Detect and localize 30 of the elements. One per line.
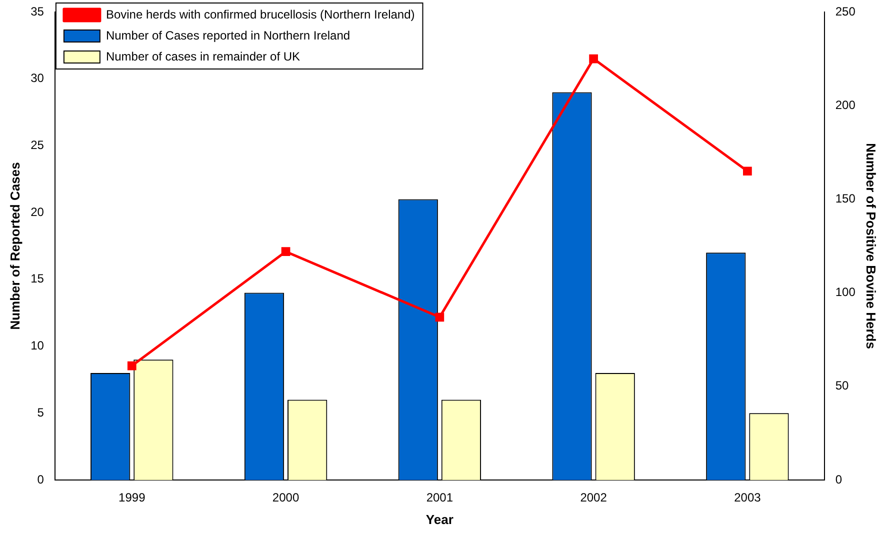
y2-tick-label: 0 xyxy=(835,472,842,486)
y2-tick-label: 250 xyxy=(835,4,856,18)
y-tick-label: 15 xyxy=(30,272,44,286)
y-axis-title: Number of Reported Cases xyxy=(7,162,22,330)
legend-label: Number of cases in remainder of UK xyxy=(106,49,300,64)
legend-label: Bovine herds with confirmed brucellosis (Northern Ireland) xyxy=(106,7,415,22)
y2-tick-label: 200 xyxy=(835,98,856,112)
y-tick-label: 30 xyxy=(30,71,44,86)
y-tick-label: 25 xyxy=(30,138,44,152)
legend-label: Number of Cases reported in Northern Ireland xyxy=(106,28,350,42)
x-axis-title: Year xyxy=(426,512,454,527)
y-tick-label: 35 xyxy=(30,4,44,18)
x-tick-label: 2001 xyxy=(426,490,454,505)
y-tick-label: 0 xyxy=(37,472,44,486)
point xyxy=(743,166,752,176)
point xyxy=(281,247,290,256)
point xyxy=(589,54,598,64)
y2-tick-label: 50 xyxy=(835,378,850,393)
x-tick-label: 1999 xyxy=(118,490,146,505)
y2-tick-label: 100 xyxy=(835,285,856,300)
y2-axis-title: Number of Positive Bovine Herds xyxy=(864,143,879,349)
x-tick-label: 2003 xyxy=(734,490,762,505)
y-tick-label: 5 xyxy=(37,405,44,420)
point xyxy=(435,312,444,322)
x-tick-label: 2000 xyxy=(272,490,300,505)
point xyxy=(127,361,136,370)
x-tick-label: 2002 xyxy=(580,490,608,505)
y-tick-label: 10 xyxy=(30,338,44,353)
y-tick-label: 20 xyxy=(30,204,44,219)
y2-tick-label: 150 xyxy=(835,192,856,206)
